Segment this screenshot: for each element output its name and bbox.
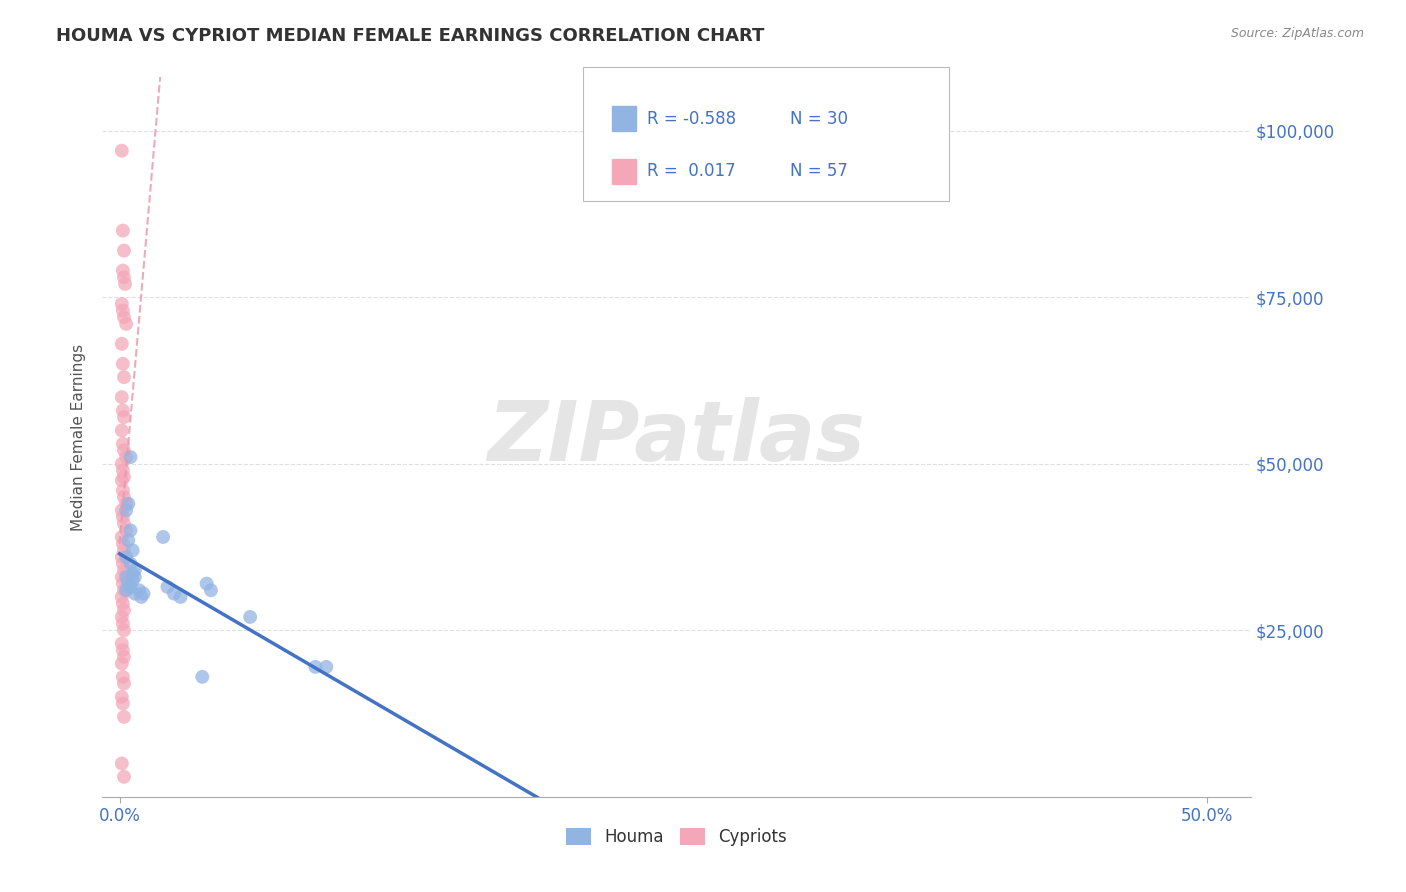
Point [112,583,135,598]
Point [156,580,179,594]
Point [191,670,214,684]
Text: R = -0.588: R = -0.588 [647,110,735,128]
Point [315,660,337,674]
Point [239,610,262,624]
Point [111,756,134,771]
Point [111,570,134,584]
Point [114,277,136,291]
Point [124,563,146,577]
Point [111,636,134,650]
Point [111,690,134,704]
Point [112,443,135,458]
Point [111,576,134,591]
Point [115,497,138,511]
Point [120,450,142,464]
Point [111,536,134,550]
Point [111,303,134,318]
Point [111,616,134,631]
Point [111,144,134,158]
Point [152,530,174,544]
Point [117,576,139,591]
Point [200,583,222,598]
Point [112,603,135,617]
Point [132,586,155,600]
Point [111,390,134,404]
Text: R =  0.017: R = 0.017 [647,162,735,180]
Point [112,516,135,531]
Point [115,450,138,464]
Point [111,503,134,517]
Point [111,436,134,450]
Point [112,370,135,384]
Point [131,590,153,604]
Point [111,297,134,311]
Point [111,597,134,611]
Point [117,497,139,511]
Point [115,524,138,538]
Point [111,424,134,438]
Point [120,580,142,594]
Point [112,310,135,325]
Text: N = 30: N = 30 [790,110,848,128]
Point [111,657,134,671]
Point [112,270,135,285]
Point [111,557,134,571]
Point [163,586,186,600]
Point [111,670,134,684]
Point [121,543,143,558]
Point [111,263,134,277]
Text: ZIPatlas: ZIPatlas [488,397,866,477]
Point [112,543,135,558]
Point [115,583,138,598]
Point [111,463,134,477]
Point [111,483,134,498]
Point [121,566,143,581]
Legend: Houma, Cypriots: Houma, Cypriots [560,822,794,853]
Point [112,710,135,724]
Point [111,590,134,604]
Point [115,317,138,331]
Point [112,770,135,784]
Point [112,624,135,638]
Y-axis label: Median Female Earnings: Median Female Earnings [72,343,86,531]
Point [111,610,134,624]
Point [112,244,135,258]
Point [112,470,135,484]
Point [124,586,146,600]
Point [195,576,218,591]
Point [111,510,134,524]
Point [115,570,138,584]
Point [111,474,134,488]
Point [112,410,135,425]
Point [111,643,134,657]
Point [112,490,135,504]
Point [124,570,146,584]
Point [120,557,142,571]
Point [169,590,191,604]
Point [112,676,135,690]
Point [128,583,150,598]
Point [112,649,135,664]
Point [111,697,134,711]
Point [111,530,134,544]
Point [111,403,134,417]
Point [111,457,134,471]
Point [111,357,134,371]
Point [112,563,135,577]
Point [117,533,139,548]
Text: HOUMA VS CYPRIOT MEDIAN FEMALE EARNINGS CORRELATION CHART: HOUMA VS CYPRIOT MEDIAN FEMALE EARNINGS … [56,27,765,45]
Point [115,503,138,517]
Point [120,524,142,538]
Point [111,549,134,564]
Point [304,660,326,674]
Text: N = 57: N = 57 [790,162,848,180]
Point [121,574,143,588]
Point [111,336,134,351]
Point [115,549,138,564]
Text: Source: ZipAtlas.com: Source: ZipAtlas.com [1230,27,1364,40]
Point [111,224,134,238]
